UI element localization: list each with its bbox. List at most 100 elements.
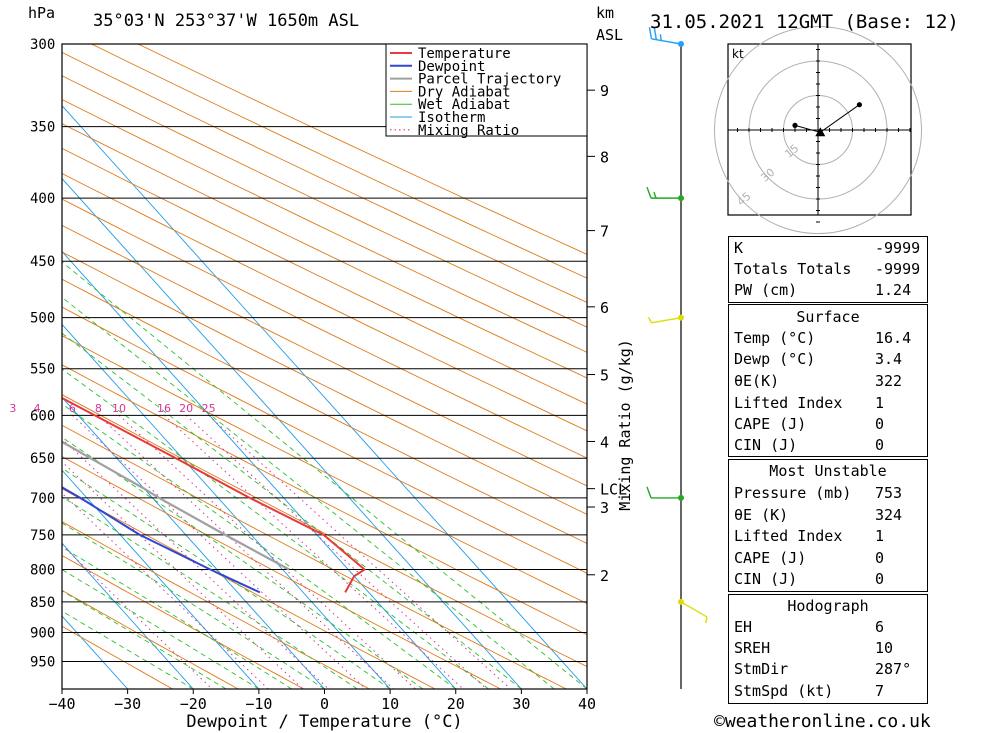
- isotherm-line: [62, 396, 325, 689]
- param-key: θE(K): [734, 372, 780, 390]
- param-value: 0: [875, 415, 885, 433]
- mixing-ratio-axis-title: Mixing Ratio (g/kg): [616, 339, 634, 511]
- km-tick-label: 3: [600, 499, 609, 517]
- dry-adiabat-line: [62, 147, 587, 405]
- surface-title: Surface: [796, 308, 860, 326]
- wet-adiabat-line: [62, 467, 391, 689]
- isotherm-line: [62, 177, 522, 689]
- dry-adiabat-line: [62, 488, 436, 689]
- hodograph-ring: [714, 26, 922, 234]
- profiles: [62, 396, 366, 594]
- dry-adiabat-line: [137, 44, 587, 255]
- mixing-ratio-label: 6: [69, 402, 76, 415]
- wet-adiabat-line: [62, 368, 489, 689]
- x-tick-label: −40: [48, 695, 75, 713]
- param-value: -9999: [875, 260, 921, 278]
- param-key: CAPE (J): [734, 415, 807, 433]
- credit-label: ©weatheronline.co.uk: [714, 711, 931, 732]
- wind-barb-staff: [680, 601, 708, 618]
- legend-entry: Dewpoint: [418, 59, 485, 75]
- param-key: CIN (J): [734, 436, 798, 454]
- x-tick-label: 30: [512, 695, 530, 713]
- dry-adiabat-line: [62, 456, 501, 689]
- dry-adiabat-line: [62, 424, 567, 689]
- param-key: EH: [734, 618, 753, 636]
- param-value: 3.4: [875, 350, 903, 368]
- hodograph-title: Hodograph: [787, 597, 869, 615]
- legend-box: [385, 43, 588, 137]
- mixing-ratio-label: 10: [112, 402, 126, 415]
- param-value: 10: [875, 639, 894, 657]
- mixing-ratio-line: [62, 544, 213, 689]
- wind-barbs: [646, 27, 708, 689]
- legend-entry: Dry Adiabat: [418, 84, 511, 100]
- param-key: SREH: [734, 639, 771, 657]
- wet-adiabat-line: [62, 261, 587, 689]
- mixing-ratio-line: [118, 414, 416, 689]
- param-key: PW (cm): [734, 281, 798, 299]
- pressure-tick-label: 850: [30, 595, 55, 611]
- wind-barb: [647, 314, 684, 324]
- legend-entry: Mixing Ratio: [418, 123, 519, 139]
- dry-adiabat-line: [62, 555, 305, 689]
- param-value: 0: [875, 570, 885, 588]
- param-key: CAPE (J): [734, 549, 807, 567]
- wind-barb: [646, 186, 684, 202]
- param-key: Dewp (°C): [734, 350, 816, 368]
- isotherm-line: [62, 250, 457, 689]
- param-value: 1.24: [875, 281, 912, 299]
- hodograph-unit-label: kt: [732, 47, 744, 61]
- dry-adiabat-line: [91, 44, 587, 279]
- param-key: θE (K): [734, 506, 789, 524]
- pressure-tick-label: 650: [30, 451, 55, 467]
- x-tick-label: 40: [578, 695, 596, 713]
- param-value: 753: [875, 484, 903, 502]
- datetime-label: 31.05.2021 12GMT (Base: 12): [650, 11, 959, 33]
- wind-barb-flag: [648, 27, 653, 39]
- hodograph-table: Hodograph EH 6 SREH 10 StmDir 287° StmSpd (…: [728, 594, 928, 704]
- param-key: CIN (J): [734, 570, 798, 588]
- param-key: K: [734, 239, 744, 257]
- wind-barb-flag: [653, 28, 658, 40]
- pressure-tick-label: 950: [30, 655, 55, 671]
- mixing-ratio-label: 16: [157, 402, 171, 415]
- param-value: 322: [875, 372, 903, 390]
- dry-adiabat-line: [62, 172, 587, 432]
- dry-adiabat-line: [62, 123, 587, 379]
- km-tick-label: 6: [600, 299, 609, 317]
- param-key: Lifted Index: [734, 394, 843, 412]
- wet-adiabat-line: [62, 403, 457, 689]
- isotherm-line: [62, 104, 587, 689]
- mixing-ratio-label: 20: [179, 402, 193, 415]
- dry-adiabat-line: [62, 98, 587, 353]
- param-key: Totals Totals: [734, 260, 852, 278]
- isotherm-line: [62, 615, 128, 689]
- isotherm-line: [62, 323, 391, 689]
- wind-barb-flag: [646, 486, 652, 499]
- legend-entry: Parcel Trajectory: [418, 72, 561, 88]
- lcl-label: LCL: [600, 481, 627, 499]
- dry-adiabat-line: [62, 51, 587, 303]
- wind-barb-staff: [651, 316, 682, 324]
- param-value: 16.4: [875, 329, 912, 347]
- hodograph-point: [856, 102, 863, 108]
- param-value: 287°: [875, 660, 912, 678]
- x-tick-label: 10: [381, 695, 399, 713]
- wet-adiabat-line: [62, 590, 227, 689]
- wind-barb-half-flag: [653, 191, 657, 199]
- km-tick-label: 7: [600, 223, 609, 241]
- mixing-ratio-label: 25: [202, 402, 216, 415]
- mixing-ratio-label: 3: [9, 402, 16, 415]
- pressure-tick-label: 350: [30, 120, 55, 136]
- param-value: 7: [875, 682, 885, 700]
- dry-adiabat-line: [62, 589, 239, 689]
- param-value: 1: [875, 527, 885, 545]
- mixing-ratio-line: [62, 438, 329, 689]
- dry-adiabat-line: [62, 625, 173, 689]
- pressure-tick-label: 550: [30, 362, 55, 378]
- wet-adiabat-line: [62, 296, 555, 689]
- wet-adiabat-line: [62, 569, 260, 689]
- dry-adiabat-line: [62, 364, 587, 636]
- legend-entry: Temperature: [418, 46, 511, 62]
